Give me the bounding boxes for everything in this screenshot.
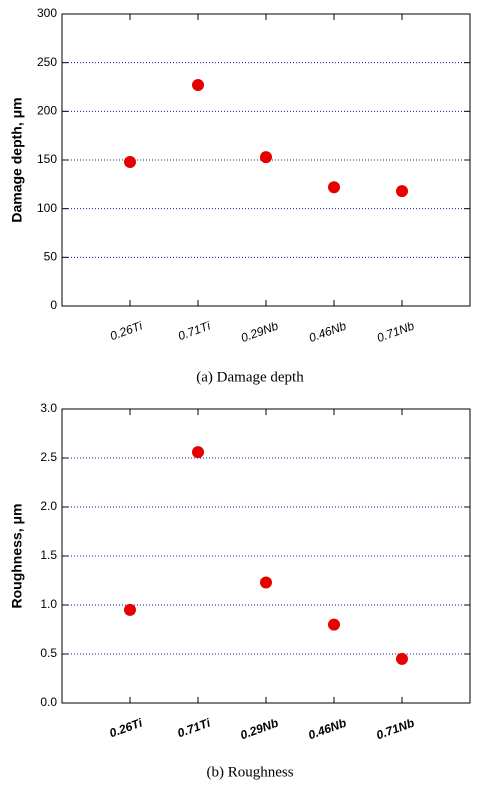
y-tick-label: 1.5 xyxy=(40,548,57,562)
x-tick-label: 0.71Nb xyxy=(374,716,416,743)
data-point xyxy=(260,576,272,589)
y-tick-label: 0 xyxy=(50,298,57,312)
data-point xyxy=(396,652,408,665)
y-tick-label: 50 xyxy=(44,250,58,264)
y-tick-label: 2.5 xyxy=(40,450,57,464)
x-tick-label: 0.46Nb xyxy=(306,716,348,743)
x-tick-label: 0.26Ti xyxy=(108,319,144,344)
x-tick-label: 0.26Ti xyxy=(108,715,145,740)
data-point xyxy=(396,185,408,198)
y-tick-label: 150 xyxy=(37,152,57,166)
data-point xyxy=(124,603,136,616)
data-point xyxy=(192,79,204,92)
x-tick-label: 0.71Nb xyxy=(375,319,416,346)
y-tick-label: 1.0 xyxy=(40,597,57,611)
y-tick-label: 100 xyxy=(37,201,57,215)
y-axis-label: Roughness, μm xyxy=(9,503,25,608)
caption: (a) Damage depth xyxy=(196,369,304,385)
data-point xyxy=(328,181,340,194)
y-tick-label: 0.0 xyxy=(40,695,57,709)
data-point xyxy=(328,618,340,631)
data-point xyxy=(260,151,272,164)
x-tick-label: 0.46Nb xyxy=(307,319,348,346)
y-tick-label: 200 xyxy=(37,104,57,118)
y-axis-label: Damage depth, μm xyxy=(9,97,25,222)
y-tick-label: 250 xyxy=(37,55,57,69)
x-tick-label: 0.71Ti xyxy=(176,715,213,740)
y-tick-label: 300 xyxy=(37,6,57,20)
data-point xyxy=(192,446,204,459)
y-tick-label: 0.5 xyxy=(40,646,57,660)
x-tick-label: 0.29Nb xyxy=(239,319,280,346)
y-tick-label: 2.0 xyxy=(40,499,57,513)
y-tick-label: 3.0 xyxy=(40,401,57,415)
x-tick-label: 0.29Nb xyxy=(238,716,280,743)
x-tick-label: 0.71Ti xyxy=(176,319,212,344)
caption: (b) Roughness xyxy=(206,764,293,780)
data-point xyxy=(124,155,136,168)
